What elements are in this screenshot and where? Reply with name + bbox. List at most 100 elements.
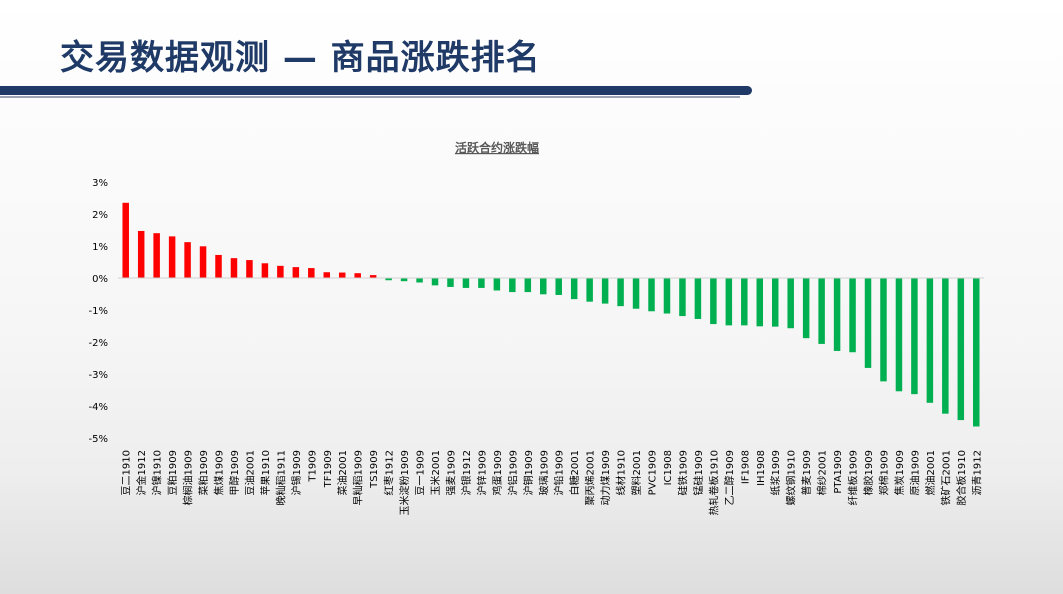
bar (277, 265, 284, 278)
x-tick-label: PVC1909 (648, 450, 659, 495)
bar (478, 278, 485, 288)
x-tick-label: 铁矿石2001 (939, 450, 952, 505)
x-tick-label: PTA1909 (833, 450, 844, 494)
x-tick-label: 豆二1910 (121, 450, 133, 495)
x-tick-label: 棕榈油1909 (182, 450, 195, 505)
bar (679, 278, 686, 317)
x-tick-label: 硅铁1909 (676, 450, 689, 495)
y-tick-label: -2% (89, 338, 108, 349)
x-tick-label: 原油1909 (908, 450, 921, 495)
x-tick-label: 甲醇1909 (228, 450, 241, 495)
background-decoration (0, 474, 1063, 594)
x-tick-label: 菜油2001 (336, 450, 349, 495)
bar (292, 267, 300, 278)
bar (694, 278, 702, 319)
x-tick-label: 纸浆1909 (769, 450, 782, 495)
bar (153, 233, 160, 278)
x-tick-label: 热轧卷板1910 (707, 450, 720, 515)
x-tick-label: 沪银1912 (460, 450, 473, 495)
bar (787, 278, 794, 329)
y-tick-label: -4% (89, 402, 108, 413)
x-tick-label: 早籼稻1909 (352, 450, 365, 505)
y-tick-label: -1% (89, 306, 108, 317)
y-tick-label: -5% (89, 434, 108, 445)
x-tick-label: 菜粕1909 (197, 450, 210, 495)
x-tick-label: 沪铝1909 (506, 450, 519, 495)
x-tick-label: 胶合板1910 (955, 450, 968, 505)
y-tick-label: -3% (89, 370, 108, 381)
x-tick-label: 晚籼稻1911 (274, 450, 287, 505)
bar (230, 258, 238, 278)
x-tick-label: IF1908 (740, 450, 751, 484)
x-tick-label: 玻璃1909 (537, 450, 550, 495)
x-tick-label: 焦炭1909 (893, 450, 906, 495)
x-tick-label: 豆油2001 (243, 450, 256, 495)
x-tick-label: 豆粕1909 (166, 450, 179, 495)
bar (137, 230, 145, 278)
title-underline (0, 86, 752, 95)
y-tick-label: 3% (92, 178, 108, 189)
x-tick-label: 强麦1909 (445, 450, 457, 495)
bar (802, 278, 810, 339)
bar (942, 278, 949, 414)
bar (540, 278, 547, 295)
bar (246, 260, 253, 278)
bar (122, 202, 129, 278)
x-tick-label: 沪铜1909 (522, 450, 535, 495)
x-tick-label: 红枣1912 (383, 450, 396, 495)
bar (973, 278, 980, 427)
x-tick-label: 沪铅1909 (553, 450, 566, 495)
bar (911, 278, 918, 395)
bar (369, 275, 377, 278)
bar (400, 278, 408, 282)
bar (601, 278, 609, 304)
x-tick-label: IH1908 (756, 450, 767, 486)
x-tick-label: 玉米2001 (429, 450, 442, 495)
bar (957, 278, 965, 421)
x-tick-label: 玉米淀粉1909 (398, 450, 411, 515)
bar (168, 236, 176, 278)
bar (570, 278, 578, 300)
bar (215, 254, 222, 278)
x-tick-label: 橡胶1909 (862, 450, 875, 495)
bar (617, 278, 624, 307)
x-tick-label: 苹果1910 (259, 450, 272, 495)
title-underline-accent (0, 96, 740, 98)
x-tick-label: 聚丙烯2001 (584, 450, 597, 505)
bar (586, 278, 593, 302)
x-tick-label: 普麦1909 (800, 450, 813, 495)
bar (756, 278, 764, 327)
bar (555, 278, 562, 295)
bar (741, 278, 748, 326)
bar (509, 278, 516, 293)
x-tick-label: 鸡蛋1909 (491, 450, 504, 495)
bar (833, 278, 841, 351)
bar (648, 278, 655, 312)
x-tick-label: 沪金1912 (135, 450, 148, 495)
x-tick-label: T1909 (307, 450, 318, 483)
bar (926, 278, 934, 403)
y-tick-label: 0% (92, 274, 108, 285)
x-tick-label: 线材1910 (615, 450, 628, 495)
bar (447, 278, 454, 287)
bar (431, 278, 439, 286)
x-tick-label: 棉纱2001 (816, 450, 829, 495)
bar (308, 268, 315, 278)
x-tick-label: 沪锌1909 (475, 450, 488, 495)
chart-title: 活跃合约涨跌幅 (455, 140, 539, 155)
bar (880, 278, 887, 382)
x-tick-label: 动力煤1909 (599, 450, 612, 505)
x-tick-label: 螺纹钢1910 (785, 450, 798, 505)
x-tick-label: 纤维板1909 (847, 450, 860, 505)
x-tick-label: 燃油2001 (924, 450, 937, 495)
x-tick-label: 白糖2001 (568, 450, 581, 495)
x-tick-label: 焦煤1909 (213, 450, 226, 495)
bar (338, 272, 346, 278)
bar (385, 278, 392, 281)
x-tick-label: 郑棉1909 (877, 450, 890, 495)
page-title: 交易数据观测 — 商品涨跌排名 (60, 38, 541, 78)
bar (416, 278, 423, 283)
y-tick-label: 2% (92, 210, 108, 221)
x-tick-label: 锰硅1909 (692, 450, 705, 495)
